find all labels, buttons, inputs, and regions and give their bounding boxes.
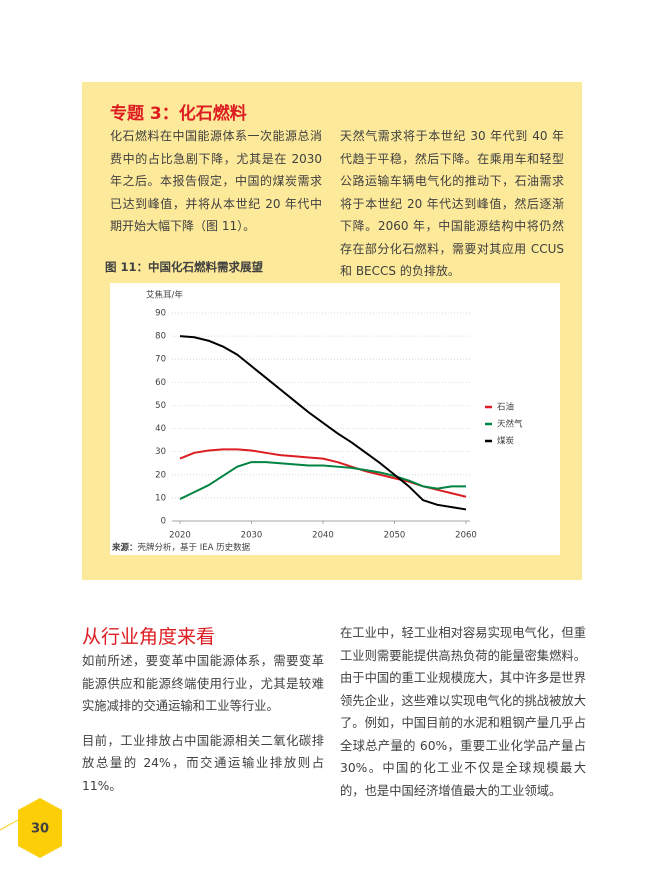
y-axis-label: 艾焦耳/年 (146, 290, 183, 301)
y-tick-label: 50 (155, 401, 166, 411)
legend-label: 天然气 (497, 419, 523, 430)
box-title: 专题 3：化石燃料 (110, 104, 247, 124)
paragraph: 在工业中，轻工业相对容易实现电气化，但重工业则需要能提供高热负荷的能量密集燃料。… (340, 626, 586, 798)
paragraph: 如前所述，要变革中国能源体系，需要变革能源供应和能源终端使用行业，尤其是较难实施… (82, 654, 324, 713)
x-tick-label: 2040 (312, 531, 334, 541)
box-paragraph: 天然气需求将于本世纪 30 年代到 40 年代趋于平稳，然后下降。在乘用车和轻型… (340, 129, 564, 278)
source-text: 壳牌分析，基于 IEA 历史数据 (137, 543, 251, 553)
source-note: 来源：壳牌分析，基于 IEA 历史数据 (112, 541, 250, 553)
page-number: 30 (31, 822, 49, 837)
y-tick-label: 60 (155, 378, 166, 388)
y-tick-label: 10 (155, 493, 166, 503)
y-tick-label: 40 (155, 424, 166, 434)
x-tick-label: 2060 (455, 531, 477, 541)
legend-label: 煤炭 (497, 436, 515, 447)
chart-panel: 艾焦耳/年 0 10 20 30 40 50 60 70 80 90 2020 2030 2040 205… (110, 283, 560, 555)
box-paragraph: 化石燃料在中国能源体系一次能源总消费中的占比急剧下降，尤其是在 2030 年之后… (110, 129, 322, 233)
page-number-badge: 30 (0, 798, 62, 858)
y-tick-label: 30 (155, 447, 166, 457)
legend-label: 石油 (497, 402, 514, 413)
x-tick-label: 2030 (241, 531, 263, 541)
x-tick-label: 2020 (169, 531, 191, 541)
y-tick-label: 0 (161, 517, 166, 527)
figure-title: 图 11：中国化石燃料需求展望 (105, 260, 264, 274)
line-series (179, 461, 466, 500)
x-tick-label: 2050 (384, 531, 406, 541)
y-tick-label: 80 (155, 332, 166, 342)
source-label: 来源： (112, 543, 138, 553)
y-tick-label: 90 (155, 309, 166, 319)
line-series (179, 448, 467, 498)
left-column: 如前所述，要变革中国能源体系，需要变革能源供应和能源终端使用行业，尤其是较难实施… (82, 650, 324, 809)
y-tick-label: 70 (155, 355, 166, 365)
section-heading: 从行业角度来看 (82, 626, 216, 648)
hexagon (18, 798, 62, 858)
y-tick-label: 20 (155, 470, 166, 480)
decor-line (0, 819, 19, 831)
line-series (179, 335, 467, 511)
paragraph: 目前，工业排放占中国能源相关二氧化碳排放总量的 24%，而交通运输业排放则占 1… (82, 733, 324, 793)
